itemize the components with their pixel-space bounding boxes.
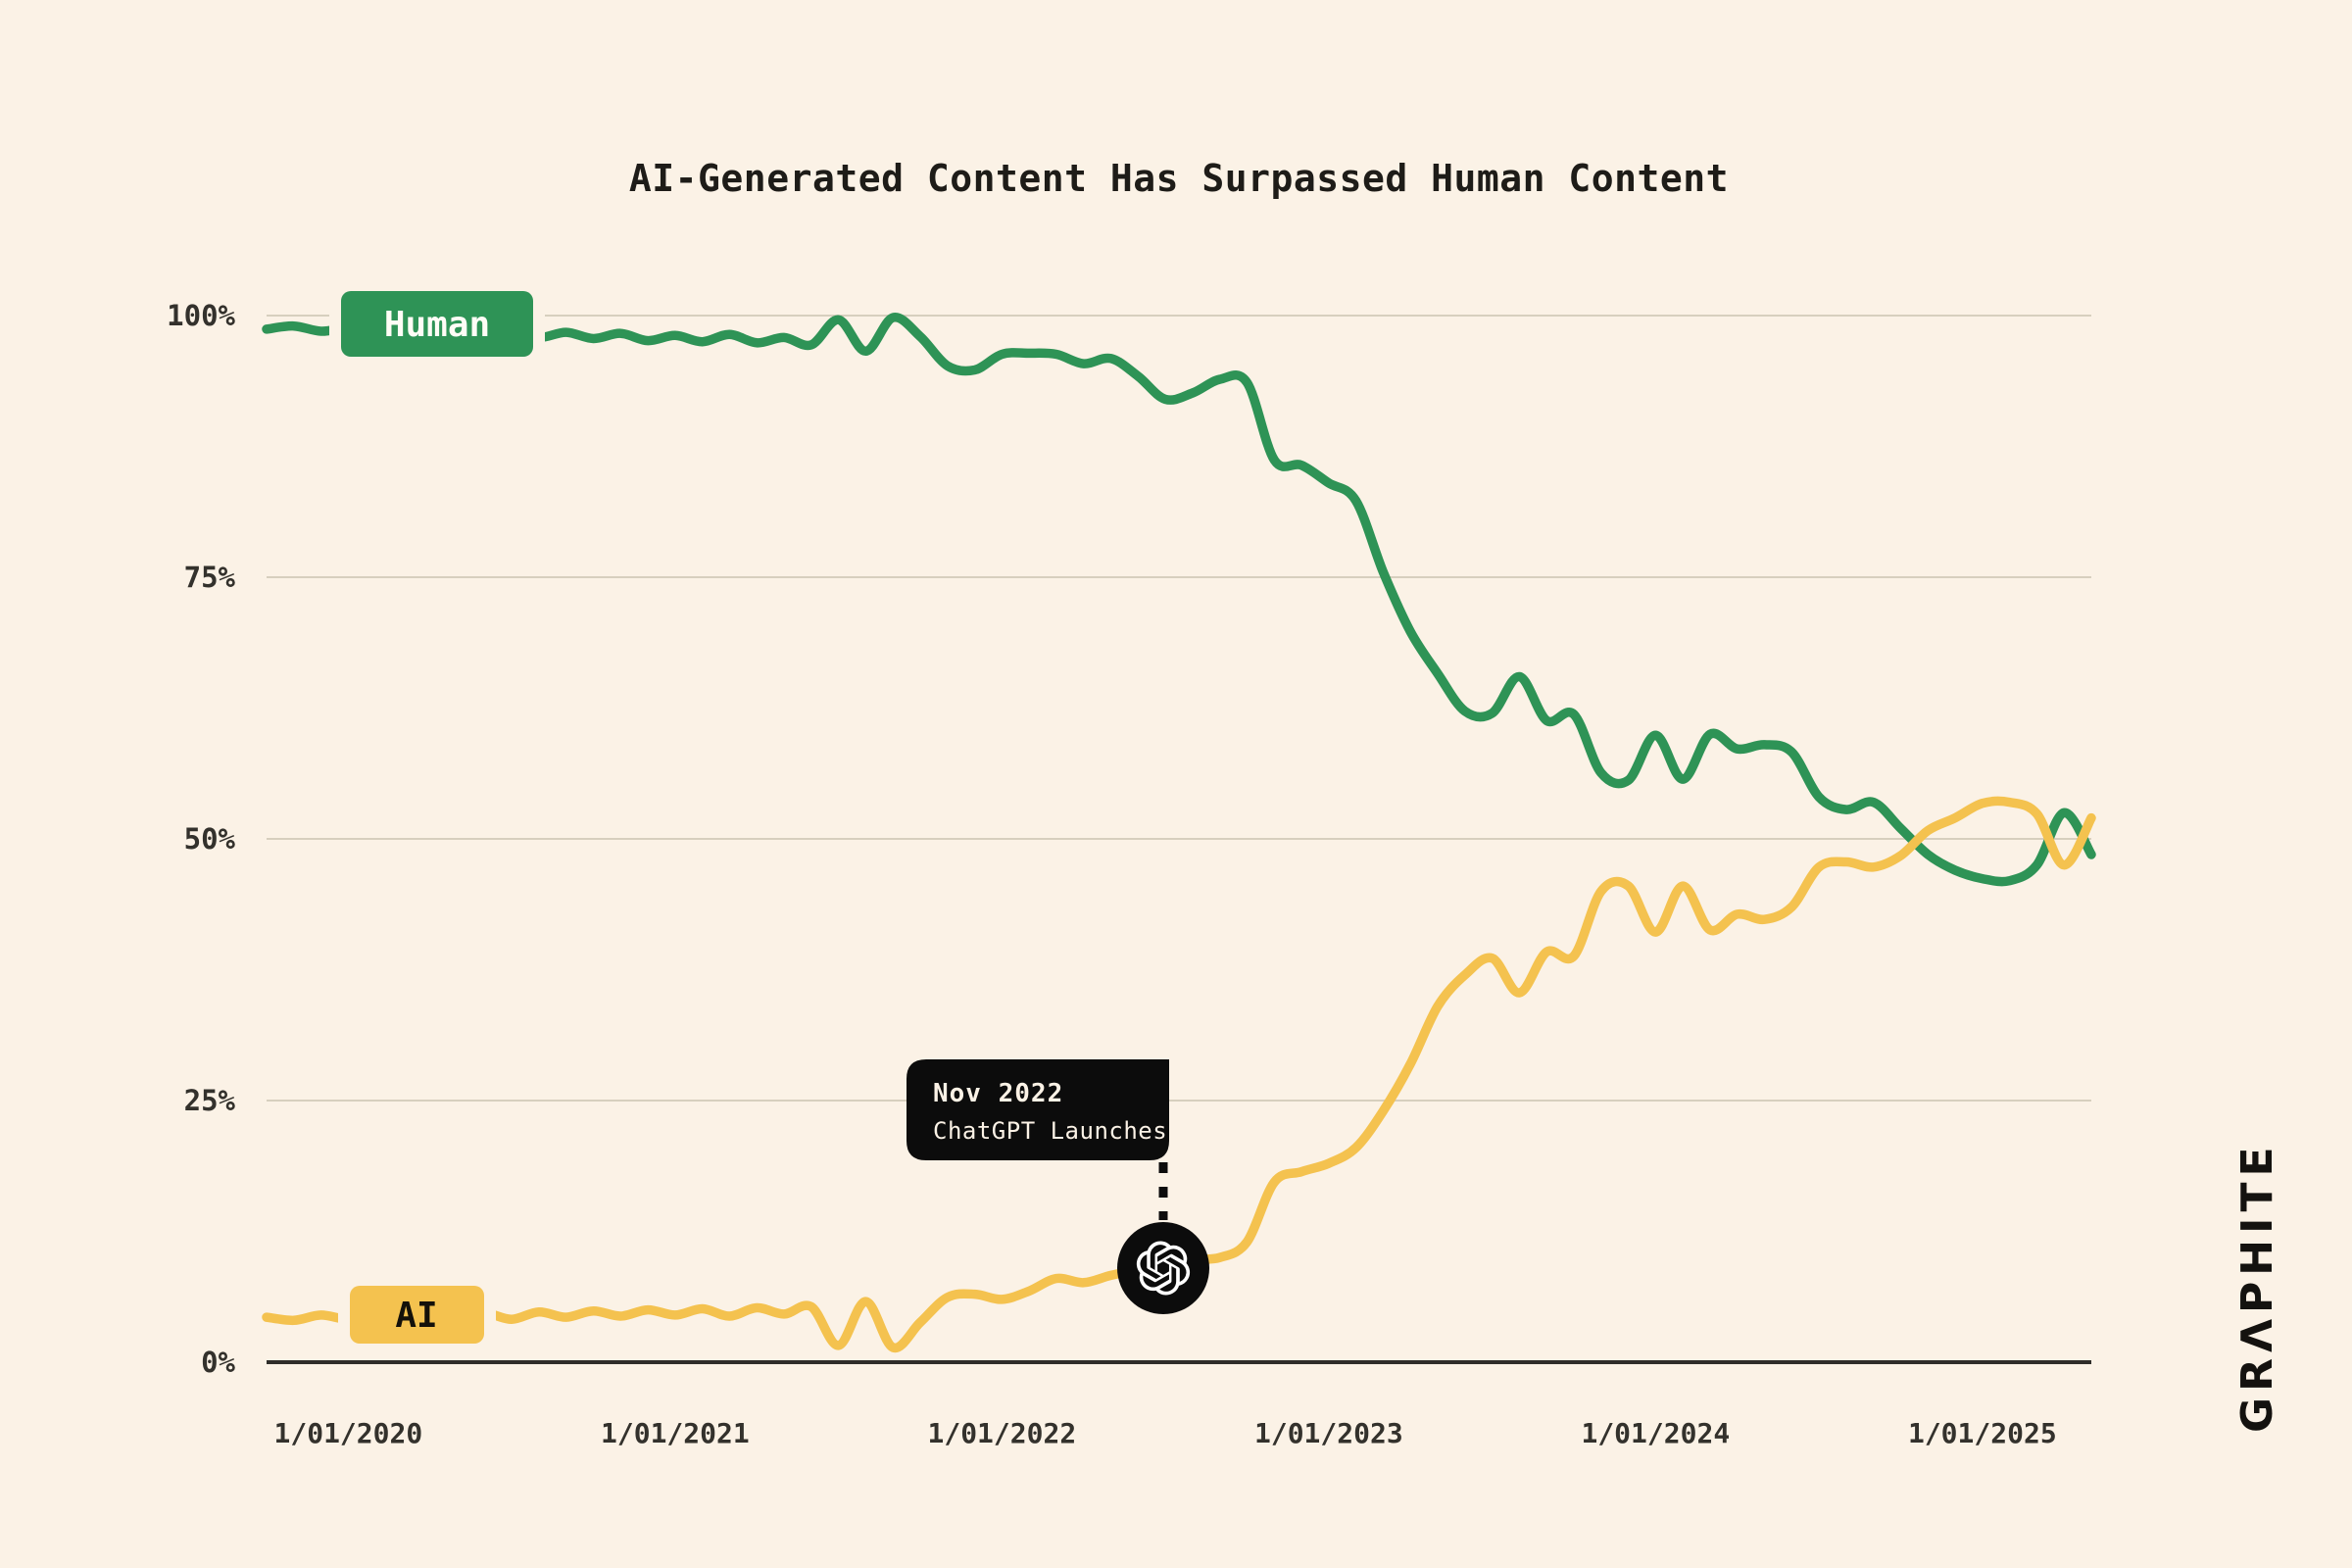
openai-logo-icon [1136, 1241, 1191, 1296]
chart-title: AI-Generated Content Has Surpassed Human… [629, 157, 1729, 200]
x-tick-label-1-01-2020: 1/01/2020 [274, 1417, 423, 1449]
human-badge-label: Human [384, 305, 490, 345]
ai-badge-box [350, 1286, 484, 1344]
human-badge-box [341, 291, 533, 357]
x-tick-label-1-01-2022: 1/01/2022 [927, 1417, 1076, 1449]
line-layer [262, 313, 2096, 1353]
graphite-watermark-logo: GRΛPHITE [2232, 1141, 2282, 1433]
y-tick-label-25: 25% [184, 1084, 236, 1117]
annotation-event: ChatGPT Launches [933, 1117, 1167, 1145]
x-tick-label-1-01-2023: 1/01/2023 [1254, 1417, 1403, 1449]
human-legend-badge: Human [329, 280, 545, 368]
y-tick-label-50: 50% [184, 822, 236, 856]
y-tick-label-75: 75% [184, 561, 236, 594]
annotation-date: Nov 2022 [933, 1079, 1063, 1108]
axis-label-layer: 100% 75% 50% 25% 0% 1/01/2020 1/01/2021 1/01/20… [167, 299, 2057, 1449]
ai-legend-badge: AI [338, 1275, 496, 1354]
x-tick-label-1-01-2021: 1/01/2021 [601, 1417, 750, 1449]
x-tick-label-1-01-2025: 1/01/2025 [1908, 1417, 2057, 1449]
y-tick-label-0: 0% [201, 1346, 235, 1379]
y-tick-label-100: 100% [167, 299, 235, 332]
annotation-tooltip-box [906, 1059, 1169, 1160]
grid-layer [267, 315, 2091, 1102]
openai-marker-circle [1117, 1222, 1209, 1314]
x-tick-label-1-01-2024: 1/01/2024 [1581, 1417, 1730, 1449]
ai-badge-label: AI [395, 1296, 437, 1336]
chatgpt-annotation: Nov 2022 ChatGPT Launches [906, 1059, 1209, 1314]
human-series-line [262, 313, 2096, 887]
